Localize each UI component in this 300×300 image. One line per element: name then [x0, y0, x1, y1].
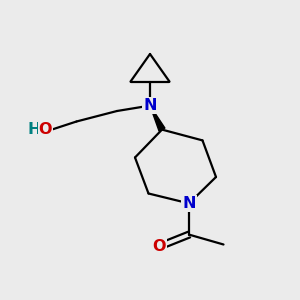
Text: N: N [143, 98, 157, 113]
Text: H: H [28, 122, 41, 137]
Text: O: O [38, 122, 52, 137]
Text: O: O [152, 239, 166, 254]
Text: N: N [182, 196, 196, 211]
Polygon shape [150, 106, 165, 131]
